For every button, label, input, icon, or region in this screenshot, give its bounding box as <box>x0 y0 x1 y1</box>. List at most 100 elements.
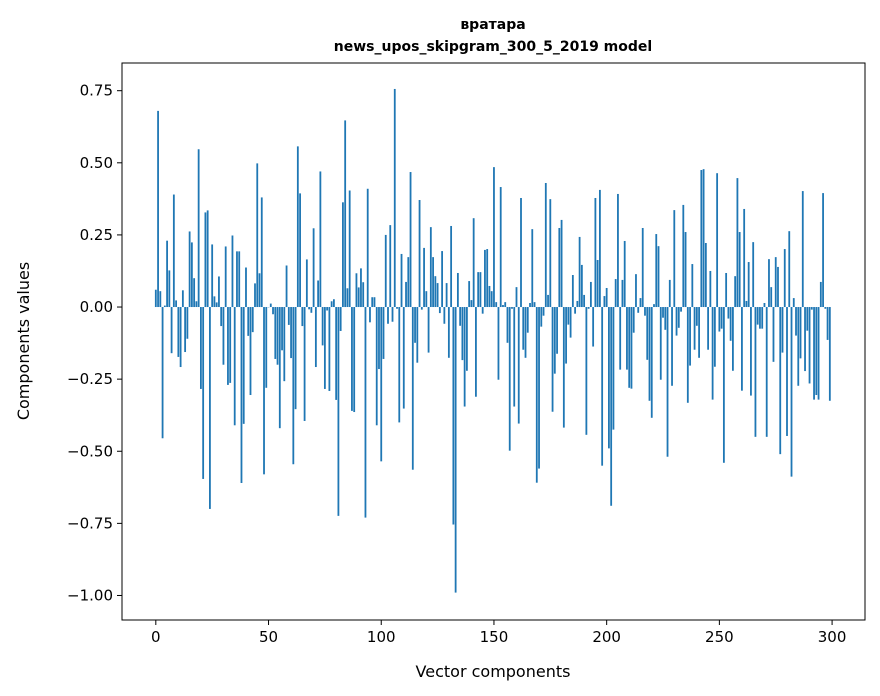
bar-70 <box>312 228 315 308</box>
y-tick-label: 0.00 <box>80 298 113 316</box>
bar-236 <box>686 307 689 403</box>
bar-250 <box>718 307 721 332</box>
bar-45 <box>256 163 259 308</box>
bar-276 <box>777 266 779 308</box>
bar-210 <box>628 307 631 388</box>
bar-299 <box>828 307 831 401</box>
bar-14 <box>186 307 189 339</box>
bar-27 <box>215 302 218 308</box>
bar-113 <box>409 172 412 308</box>
bar-232 <box>677 307 680 328</box>
bar-166 <box>529 302 531 308</box>
bar-69 <box>310 307 313 313</box>
bar-31 <box>224 246 227 308</box>
bar-96 <box>371 297 374 308</box>
bar-78 <box>330 301 333 308</box>
bar-58 <box>285 265 288 308</box>
bar-233 <box>680 307 682 312</box>
bar-126 <box>438 307 441 314</box>
bar-137 <box>463 307 466 407</box>
bar-246 <box>709 270 712 308</box>
bar-33 <box>229 307 232 383</box>
bar-260 <box>741 307 743 391</box>
bar-77 <box>328 307 331 391</box>
bar-294 <box>817 307 820 400</box>
bar-90 <box>357 287 360 308</box>
bar-169 <box>535 307 538 483</box>
bar-213 <box>635 274 637 308</box>
bar-241 <box>698 307 700 358</box>
bar-178 <box>556 307 558 354</box>
bar-212 <box>632 307 635 333</box>
bar-190 <box>583 294 586 308</box>
y-tick-label: −0.75 <box>67 514 113 532</box>
bar-151 <box>495 302 498 308</box>
bar-152 <box>497 307 500 380</box>
bar-184 <box>569 307 572 338</box>
bar-42 <box>249 307 252 396</box>
bar-68 <box>308 307 311 310</box>
bar-270 <box>763 302 766 308</box>
bar-142 <box>475 307 477 397</box>
bar-282 <box>790 307 793 477</box>
bar-265 <box>752 242 755 308</box>
bar-223 <box>657 246 660 308</box>
bar-159 <box>513 307 516 407</box>
bar-8 <box>172 194 175 308</box>
bar-288 <box>804 307 806 372</box>
x-tick-label: 200 <box>592 628 621 646</box>
bar-163 <box>522 307 525 350</box>
bar-286 <box>799 307 802 359</box>
bar-93 <box>364 307 367 518</box>
bar-214 <box>637 307 640 313</box>
bar-38 <box>240 307 243 483</box>
bar-15 <box>188 231 191 308</box>
bar-281 <box>788 231 791 308</box>
bar-107 <box>396 307 398 309</box>
bar-296 <box>822 193 824 308</box>
bar-262 <box>745 300 748 308</box>
bar-110 <box>402 307 405 409</box>
bar-267 <box>756 307 759 325</box>
y-tick-label: −0.50 <box>67 442 113 460</box>
bar-219 <box>648 307 651 401</box>
bar-145 <box>481 307 484 314</box>
bar-108 <box>398 307 401 423</box>
bar-257 <box>734 276 737 308</box>
bar-124 <box>434 276 437 308</box>
bar-24 <box>209 307 211 509</box>
bar-116 <box>416 307 419 363</box>
bar-122 <box>429 227 432 308</box>
bar-252 <box>722 307 725 463</box>
bar-264 <box>750 307 752 396</box>
bar-150 <box>493 167 495 308</box>
bar-185 <box>571 275 574 308</box>
bar-209 <box>626 307 628 370</box>
bar-134 <box>456 272 459 308</box>
bar-117 <box>418 200 421 308</box>
bar-121 <box>427 307 430 353</box>
bar-132 <box>452 307 455 525</box>
bar-248 <box>713 307 716 367</box>
bar-37 <box>238 251 241 308</box>
bar-127 <box>441 251 444 308</box>
bar-205 <box>617 193 619 308</box>
bar-32 <box>227 307 229 385</box>
bar-228 <box>668 279 671 308</box>
bar-80 <box>335 307 338 400</box>
y-tick-label: 0.25 <box>80 226 113 244</box>
bar-258 <box>736 178 739 308</box>
bar-275 <box>774 257 777 308</box>
bar-215 <box>639 298 642 308</box>
bar-139 <box>468 281 471 308</box>
bar-165 <box>526 307 529 333</box>
bar-200 <box>605 287 608 308</box>
x-tick-label: 100 <box>367 628 396 646</box>
bar-240 <box>695 307 698 326</box>
bar-140 <box>470 300 473 308</box>
bar-289 <box>806 307 809 331</box>
bar-161 <box>517 307 520 424</box>
bar-194 <box>592 307 595 347</box>
bar-249 <box>716 173 719 308</box>
bar-217 <box>644 307 646 316</box>
